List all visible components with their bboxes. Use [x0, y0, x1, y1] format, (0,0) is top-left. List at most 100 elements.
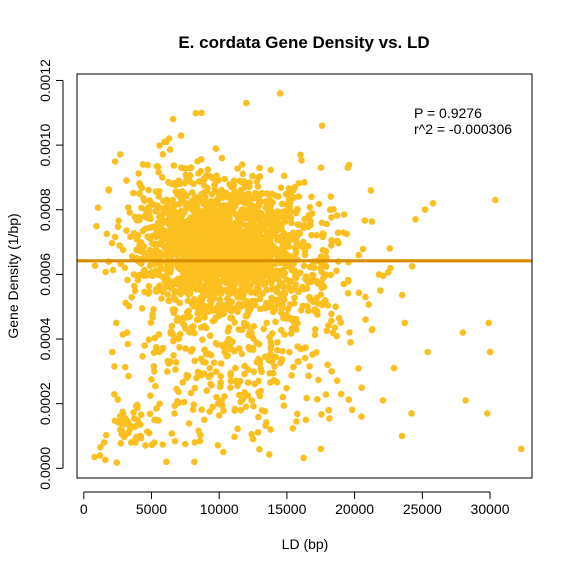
- data-point: [232, 377, 240, 385]
- data-point: [191, 384, 199, 392]
- data-point: [196, 437, 204, 445]
- data-point: [130, 409, 137, 416]
- data-point: [167, 358, 174, 365]
- data-point: [280, 314, 287, 322]
- data-point: [100, 439, 108, 446]
- data-point: [136, 179, 143, 187]
- data-point: [96, 452, 104, 459]
- data-point: [93, 222, 100, 230]
- data-point: [170, 306, 178, 313]
- data-point: [282, 218, 289, 225]
- data-point: [174, 191, 181, 198]
- data-point: [183, 374, 190, 382]
- data-point: [158, 346, 166, 354]
- data-point: [94, 204, 102, 211]
- data-point: [145, 429, 153, 437]
- data-point: [229, 240, 237, 247]
- data-point: [355, 365, 362, 372]
- data-point: [212, 368, 220, 376]
- data-point: [124, 340, 132, 348]
- data-point: [303, 285, 311, 292]
- data-point: [300, 454, 307, 462]
- data-point: [186, 172, 194, 179]
- data-point: [268, 190, 276, 198]
- data-point: [313, 349, 320, 356]
- data-point: [230, 177, 238, 184]
- data-point: [229, 220, 236, 228]
- data-point: [109, 266, 117, 274]
- data-point: [167, 330, 174, 337]
- data-point: [170, 162, 178, 169]
- data-point: [271, 219, 279, 226]
- data-point: [195, 178, 203, 185]
- data-point: [185, 283, 193, 290]
- data-point: [178, 194, 186, 202]
- data-point: [171, 288, 179, 296]
- data-point: [128, 252, 136, 260]
- data-point: [255, 285, 262, 293]
- data-point: [247, 194, 254, 202]
- data-point: [486, 348, 494, 356]
- data-point: [114, 396, 122, 403]
- data-point: [237, 406, 245, 414]
- data-point: [250, 368, 258, 376]
- data-point: [421, 206, 429, 213]
- data-point: [182, 345, 189, 352]
- data-point: [174, 246, 181, 254]
- data-point: [319, 246, 327, 254]
- data-point: [123, 177, 130, 184]
- data-point: [137, 411, 145, 419]
- data-point: [115, 217, 122, 225]
- data-point: [255, 377, 262, 385]
- data-point: [141, 288, 148, 296]
- data-point: [175, 388, 182, 396]
- data-point: [137, 432, 144, 440]
- data-point: [188, 217, 196, 224]
- data-point: [300, 262, 308, 270]
- data-point: [517, 445, 525, 453]
- data-point: [265, 451, 273, 458]
- data-point: [218, 402, 226, 410]
- data-point: [111, 158, 119, 165]
- data-point: [314, 396, 321, 403]
- data-point: [175, 241, 182, 248]
- data-point: [150, 368, 158, 375]
- data-point: [175, 275, 182, 283]
- data-point: [386, 245, 394, 252]
- data-point: [263, 190, 270, 197]
- data-point: [236, 291, 244, 298]
- data-point: [111, 363, 118, 370]
- data-point: [244, 322, 251, 330]
- data-point: [333, 332, 341, 340]
- data-point: [217, 360, 225, 367]
- x-tick-label: 10000: [200, 501, 239, 517]
- data-point: [260, 213, 268, 220]
- data-point: [255, 413, 262, 421]
- data-point: [223, 352, 230, 360]
- data-point: [243, 99, 250, 107]
- data-point: [340, 229, 347, 236]
- data-point: [288, 372, 295, 379]
- data-point: [347, 339, 354, 346]
- data-point: [230, 210, 238, 217]
- data-point: [244, 366, 252, 373]
- data-point: [194, 368, 202, 376]
- data-point: [197, 324, 205, 331]
- data-point: [154, 202, 161, 209]
- data-point: [208, 191, 216, 198]
- data-point: [144, 161, 151, 169]
- data-point: [368, 218, 376, 225]
- data-point: [179, 319, 186, 327]
- data-point: [365, 301, 373, 308]
- data-point: [332, 303, 339, 311]
- data-point: [150, 363, 158, 370]
- data-point: [139, 353, 146, 360]
- data-point: [368, 326, 376, 333]
- data-point: [254, 429, 262, 436]
- data-point: [149, 314, 156, 321]
- data-point: [231, 263, 239, 270]
- data-point: [295, 288, 302, 296]
- y-tick-label: 0.0010: [37, 123, 53, 166]
- data-point: [278, 357, 285, 365]
- data-point: [271, 306, 279, 313]
